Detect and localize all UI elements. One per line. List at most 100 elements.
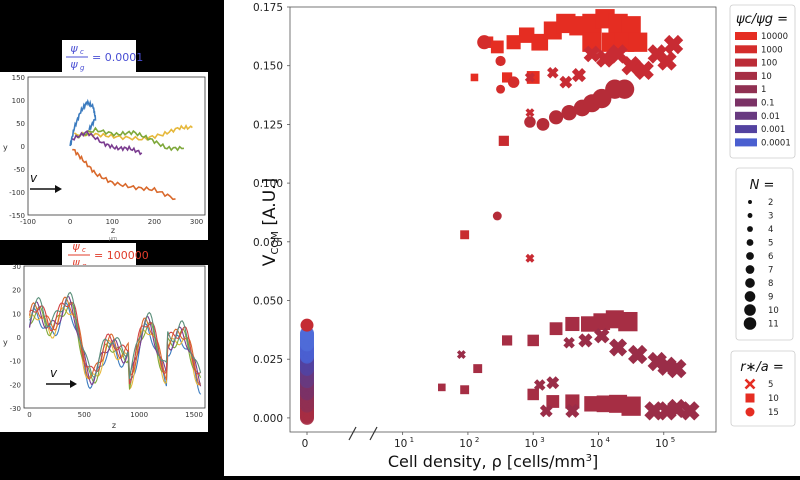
x-tick-exponent: 2 xyxy=(475,436,479,444)
marker-x xyxy=(546,376,560,390)
inset1-ytick-label: 50 xyxy=(16,120,25,128)
marker-square xyxy=(498,135,509,146)
legend-ratio-swatch xyxy=(735,85,757,94)
marker-square xyxy=(460,230,470,240)
legend-ratio-swatch xyxy=(735,111,757,120)
fraction-denominator: ψ xyxy=(70,58,78,71)
marker-circle xyxy=(549,110,564,125)
legend-N-title: N = xyxy=(750,178,775,193)
legend-shape-title: r∗/a = xyxy=(740,360,784,375)
fraction-numerator-sub: c xyxy=(80,48,84,56)
marker-x xyxy=(680,401,700,421)
y-tick-label: 0.175 xyxy=(253,2,283,14)
marker-x xyxy=(565,403,580,418)
legend-ratio-label: 100 xyxy=(761,59,777,69)
marker-x xyxy=(663,34,684,55)
legend-ratio-swatch xyxy=(735,58,757,67)
legend-N-label: 9 xyxy=(768,293,773,303)
fraction-denominator-sub: g xyxy=(80,64,85,72)
legend-ratio-label: 1 xyxy=(761,85,766,95)
legend-ratio-label: 10000 xyxy=(761,32,788,42)
inset1-xlabel-unit: μm xyxy=(109,236,117,242)
series-circle xyxy=(492,79,635,221)
marker-square xyxy=(580,316,597,332)
marker-circle xyxy=(496,84,506,94)
legend-N-label: 8 xyxy=(768,279,773,289)
legend-N-label: 7 xyxy=(768,266,773,276)
axis-break-mark xyxy=(348,426,357,441)
inset1-ylabel: y xyxy=(3,143,8,152)
fraction-value: = 0.0001 xyxy=(92,51,143,64)
fraction-numerator: ψ xyxy=(70,42,78,55)
marker-square xyxy=(527,334,539,347)
legend-shape-label: 15 xyxy=(768,408,779,418)
inset2-heading-bg xyxy=(62,243,136,265)
inset1-xtick-label: 300 xyxy=(190,218,203,226)
x-tick-label: 10 xyxy=(525,438,538,450)
marker-square xyxy=(518,27,535,43)
marker-square xyxy=(490,40,504,54)
inset2-v-label: v xyxy=(50,366,58,380)
marker-x xyxy=(524,72,536,83)
inset1-heading: ψ cψ g= 0.0001 xyxy=(66,42,143,72)
y-tick-label: 0.100 xyxy=(253,178,283,190)
x-axis-label-main: Cell density, ρ [cells/mm xyxy=(388,452,586,471)
x-tick-label: 10 xyxy=(394,438,407,450)
marker-x xyxy=(608,44,628,64)
inset1-xtick-label: -100 xyxy=(20,218,36,226)
marker-x xyxy=(563,337,575,349)
series-square xyxy=(460,135,509,240)
inset1-v-label: v xyxy=(30,171,38,185)
marker-x xyxy=(609,338,628,357)
inset2-xtick-label: 1000 xyxy=(130,411,148,419)
x-tick-exponent: 1 xyxy=(410,436,414,444)
series-square xyxy=(470,9,648,84)
x-axis-label: Cell density, ρ [cells/mm3] xyxy=(388,452,598,471)
marker-x xyxy=(525,108,535,118)
legend-N-label: 2 xyxy=(768,198,773,208)
inset2-ytick-label: 20 xyxy=(12,287,21,295)
marker-x xyxy=(578,333,593,348)
legend-ratio-title: ψc/ψg = xyxy=(736,12,788,27)
x-tick-exponent: 4 xyxy=(605,436,610,444)
inset2-xlabel: z xyxy=(112,421,116,430)
legend-shape-marker xyxy=(744,378,756,390)
marker-x xyxy=(559,75,573,89)
legend-ratio-label: 1000 xyxy=(761,45,783,55)
y-axis-label-unit: [A.U.] xyxy=(260,178,280,231)
marker-square xyxy=(460,385,470,395)
legend-ratio-label: 10 xyxy=(761,72,772,82)
inset1-axes-frame xyxy=(27,76,206,216)
marker-x xyxy=(539,404,553,418)
marker-x xyxy=(547,66,559,79)
inset2-track xyxy=(29,291,202,379)
marker-circle xyxy=(492,211,502,221)
marker-square xyxy=(584,396,600,412)
inset1-ytick-label: -150 xyxy=(9,212,25,220)
marker-x xyxy=(657,51,677,71)
x-tick-exponent: 3 xyxy=(540,436,544,444)
legend-ratio-swatch xyxy=(735,45,757,54)
marker-circle xyxy=(614,79,635,99)
series-x xyxy=(524,34,684,263)
x-tick-exponent: 5 xyxy=(671,436,675,444)
legend-N-label: 10 xyxy=(768,306,779,316)
marker-x xyxy=(667,398,687,419)
y-tick-label: 0.025 xyxy=(253,354,283,366)
inset1-track xyxy=(75,126,185,152)
legend-ratio-label: 0.01 xyxy=(761,112,780,122)
inset1-ytick-label: 150 xyxy=(12,74,25,82)
legend-ratio-label: 0.1 xyxy=(761,99,775,109)
x-tick-label: 10 xyxy=(655,438,668,450)
marker-x xyxy=(533,379,546,391)
inset1-xlabel: z xyxy=(111,226,115,235)
legend-N-label: 3 xyxy=(768,212,773,222)
marker-circle xyxy=(536,118,550,131)
marker-x xyxy=(594,328,610,344)
marker-x xyxy=(634,60,654,81)
legend-N-marker xyxy=(744,291,756,302)
marker-x xyxy=(621,56,641,76)
x-axis-label-end: ] xyxy=(592,452,598,471)
